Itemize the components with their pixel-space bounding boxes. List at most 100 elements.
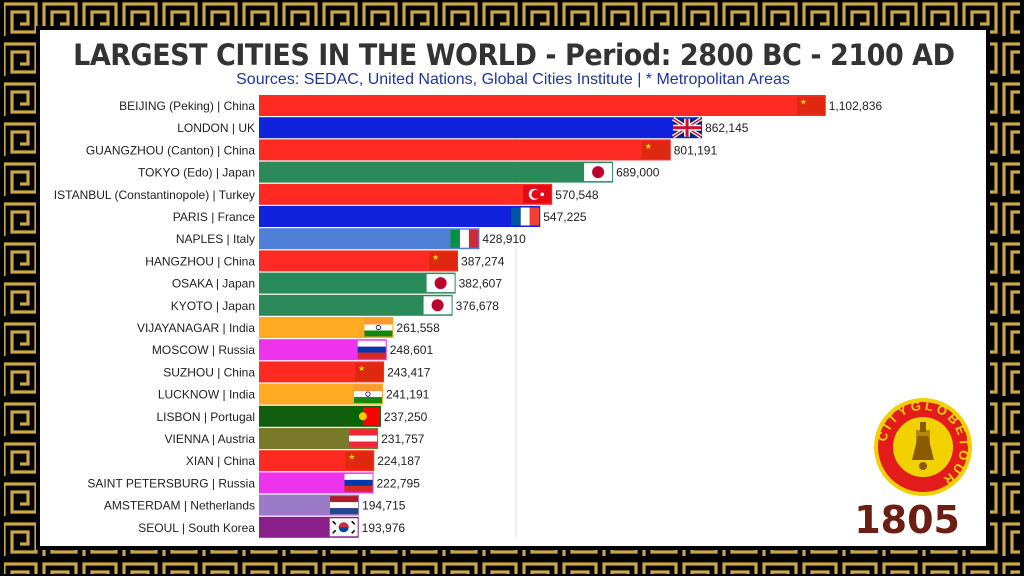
flag-star: ★: [645, 142, 652, 151]
category-label: NAPLES | Italy: [176, 232, 255, 246]
flag-cn-icon: ★: [345, 451, 374, 470]
flag-star: ★: [348, 453, 355, 462]
flag-it-icon: [450, 229, 479, 248]
flag-part: [344, 485, 373, 492]
bar-row: NAPLES | Italy 428,910: [176, 228, 526, 250]
flag-part: [338, 522, 349, 528]
flag-part: [641, 140, 670, 159]
flag-part: [358, 412, 367, 421]
bar-row: KYOTO | Japan 376,678: [171, 294, 499, 316]
bar: [259, 206, 541, 227]
bar-row: LONDON | UK 862,145: [177, 117, 749, 139]
bar-row: ★ BEIJING (Peking) | China 1,102,836: [119, 95, 882, 116]
bar: [259, 139, 671, 161]
flag-part: [344, 479, 373, 486]
value-label: 193,976: [362, 521, 406, 535]
value-label: 231,757: [381, 432, 425, 446]
category-label: LONDON | UK: [177, 121, 255, 135]
bar-row: VIENNA | Austria 231,757: [165, 428, 425, 449]
flag-part: [365, 391, 371, 397]
value-label: 428,910: [482, 232, 526, 246]
flag-part: [349, 435, 378, 442]
flag-part: [357, 340, 386, 347]
bar: [259, 294, 453, 316]
flag-star: ★: [432, 253, 439, 262]
flag-part: [796, 96, 825, 115]
flag-ru-icon: [357, 340, 386, 359]
flag-part: [330, 496, 359, 503]
value-label: 194,715: [362, 499, 406, 513]
flag-part: [468, 229, 479, 248]
flag-part: [364, 324, 393, 331]
value-label: 570,548: [555, 188, 599, 202]
flag-fr-icon: [511, 207, 540, 226]
category-label: KYOTO | Japan: [171, 299, 255, 313]
category-label: PARIS | France: [173, 210, 256, 224]
chart-subtitle: Sources: SEDAC, United Nations, Global C…: [236, 71, 790, 88]
flag-part: [511, 207, 521, 226]
flag-part: [330, 508, 359, 515]
bar-row: VIJAYANAGAR | India 261,558: [137, 317, 440, 338]
bar: [259, 405, 381, 427]
chart-title: LARGEST CITIES IN THE WORLD - Period: 28…: [73, 38, 955, 72]
flag-part: [531, 189, 541, 199]
bar: [259, 228, 480, 250]
flag-part: [357, 346, 386, 353]
category-label: GUANGZHOU (Canton) | China: [86, 143, 255, 157]
bar-row: ★ HANGZHOU | China 387,274: [145, 250, 505, 272]
flag-part: [429, 251, 458, 270]
bar-chart: ★ BEIJING (Peking) | China 1,102,836 LONDON…: [54, 95, 882, 538]
flag-jp-icon: [426, 274, 455, 293]
bar: [259, 161, 614, 183]
flag-part: [673, 126, 702, 130]
value-label: 801,191: [674, 143, 718, 157]
bar: [259, 361, 385, 383]
chart-panel: LARGEST CITIES IN THE WORLD - Period: 28…: [40, 30, 986, 546]
flag-part: [345, 451, 374, 470]
value-label: 862,145: [705, 121, 749, 135]
value-label: 248,601: [390, 343, 434, 357]
flag-part: [332, 520, 356, 534]
category-label: OSAKA | Japan: [172, 277, 255, 291]
category-label: SAINT PETERSBURG | Russia: [87, 476, 255, 490]
bar-row: AMSTERDAM | Netherlands 194,715: [104, 494, 406, 516]
value-label: 1,102,836: [829, 99, 883, 113]
flag-part: [520, 207, 530, 226]
value-label: 387,274: [461, 254, 505, 268]
bar-row: LISBON | Portugal 237,250: [157, 405, 428, 427]
flag-part: [529, 207, 540, 226]
bar: [259, 428, 379, 449]
bar-row: ★ XIAN | China 224,187: [186, 450, 421, 472]
bar: [259, 117, 703, 139]
value-label: 261,558: [396, 321, 440, 335]
category-label: BEIJING (Peking) | China: [119, 99, 255, 113]
bar-row: SAINT PETERSBURG | Russia 222,795: [87, 472, 420, 494]
flag-part: [362, 407, 380, 426]
value-label: 689,000: [616, 166, 660, 180]
flag-part: [540, 192, 545, 197]
flag-part: [431, 299, 444, 312]
flag-part: [592, 166, 605, 179]
flag-part: [364, 330, 393, 337]
flag-part: [355, 362, 384, 381]
category-label: MOSCOW | Russia: [152, 343, 255, 357]
flag-part: [353, 391, 382, 398]
category-label: HANGZHOU | China: [145, 254, 255, 268]
bar: [259, 250, 459, 272]
value-label: 382,607: [459, 277, 503, 291]
flag-in-icon: [353, 385, 382, 404]
bar-row: ISTANBUL (Constantinopole) | Turkey 570,5…: [54, 183, 599, 205]
flag-part: [344, 473, 373, 480]
bar: [259, 339, 387, 361]
flag-part: [353, 385, 382, 392]
category-label: ISTANBUL (Constantinopole) | Turkey: [54, 188, 255, 202]
flag-part: [434, 277, 447, 290]
bar-row: ★ GUANGZHOU (Canton) | China 801,191: [86, 139, 718, 161]
bar: [259, 317, 394, 338]
flag-kr-icon: [329, 518, 358, 537]
category-label: TOKYO (Edo) | Japan: [138, 166, 255, 180]
flag-nl-icon: [330, 496, 359, 515]
flag-cn-icon: ★: [796, 96, 825, 115]
flag-part: [459, 229, 469, 248]
flag-star: ★: [358, 364, 365, 373]
